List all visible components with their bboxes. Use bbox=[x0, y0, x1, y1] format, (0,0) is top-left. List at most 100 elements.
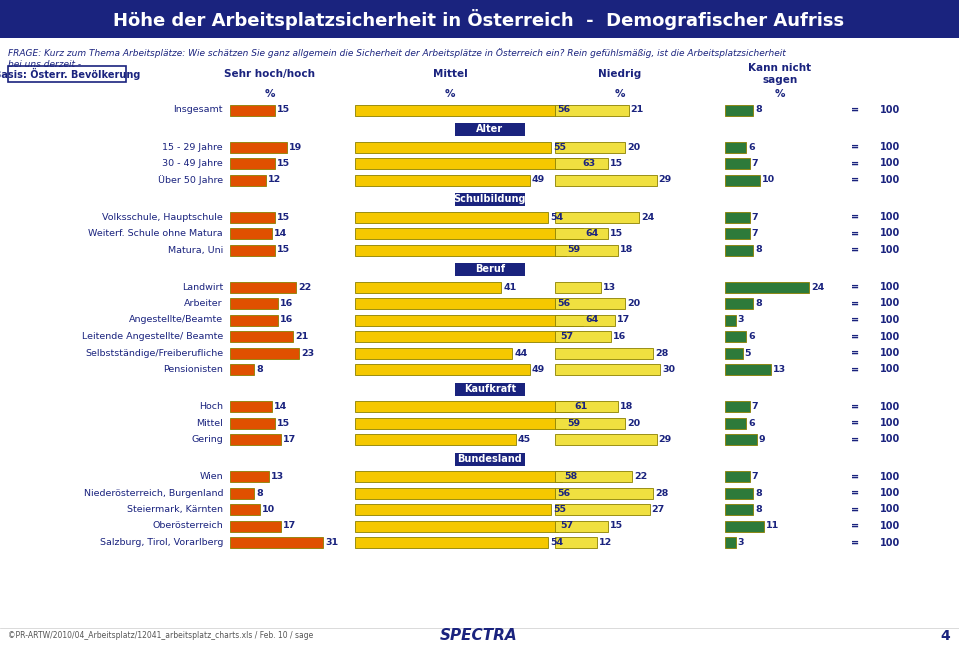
Text: 16: 16 bbox=[280, 299, 293, 308]
Text: 30: 30 bbox=[662, 365, 675, 374]
Bar bbox=[230, 417, 275, 428]
Text: 64: 64 bbox=[586, 315, 598, 324]
Text: =: = bbox=[851, 435, 859, 444]
Bar bbox=[355, 537, 548, 548]
Text: =: = bbox=[851, 142, 859, 152]
Text: =: = bbox=[851, 402, 859, 412]
Text: =: = bbox=[851, 488, 859, 498]
Text: 100: 100 bbox=[880, 472, 901, 481]
Text: 10: 10 bbox=[762, 176, 775, 185]
Bar bbox=[230, 282, 296, 293]
Text: 17: 17 bbox=[283, 521, 296, 530]
Bar bbox=[725, 504, 753, 515]
Bar bbox=[555, 364, 660, 375]
Text: Kann nicht
sagen: Kann nicht sagen bbox=[748, 63, 811, 85]
Bar bbox=[355, 471, 562, 482]
Text: Leitende Angestellte/ Beamte: Leitende Angestellte/ Beamte bbox=[82, 332, 223, 341]
Text: 30 - 49 Jahre: 30 - 49 Jahre bbox=[162, 159, 223, 168]
Bar bbox=[725, 174, 760, 185]
Text: 11: 11 bbox=[765, 521, 779, 530]
Text: =: = bbox=[851, 331, 859, 342]
Text: 54: 54 bbox=[550, 213, 563, 222]
Bar bbox=[355, 174, 530, 185]
Text: =: = bbox=[851, 472, 859, 481]
Text: 20: 20 bbox=[627, 419, 640, 428]
Bar bbox=[555, 434, 657, 445]
Text: 100: 100 bbox=[880, 418, 901, 428]
Bar bbox=[355, 141, 551, 152]
Bar bbox=[455, 382, 525, 395]
Text: 16: 16 bbox=[280, 315, 293, 324]
Text: 100: 100 bbox=[880, 142, 901, 152]
Text: 27: 27 bbox=[651, 505, 665, 514]
Text: 55: 55 bbox=[553, 505, 567, 514]
Bar bbox=[355, 331, 558, 342]
Text: 63: 63 bbox=[582, 159, 595, 168]
Text: 59: 59 bbox=[568, 419, 581, 428]
Bar bbox=[455, 452, 525, 466]
Bar bbox=[725, 364, 770, 375]
Text: 8: 8 bbox=[256, 365, 263, 374]
Bar bbox=[725, 488, 753, 499]
Bar bbox=[725, 471, 750, 482]
Text: 57: 57 bbox=[560, 521, 573, 530]
Text: 13: 13 bbox=[271, 472, 284, 481]
Bar bbox=[725, 401, 750, 412]
Text: Schulbildung: Schulbildung bbox=[454, 194, 526, 205]
Bar bbox=[725, 228, 750, 239]
Text: 12: 12 bbox=[599, 538, 612, 547]
Text: 22: 22 bbox=[634, 472, 647, 481]
Text: =: = bbox=[851, 537, 859, 548]
Bar bbox=[230, 488, 254, 499]
Text: 6: 6 bbox=[748, 332, 755, 341]
Bar bbox=[355, 521, 558, 532]
Text: Mittel: Mittel bbox=[197, 419, 223, 428]
Text: 8: 8 bbox=[755, 245, 761, 255]
Bar bbox=[555, 401, 618, 412]
Bar bbox=[355, 244, 566, 256]
Bar bbox=[725, 282, 809, 293]
Text: 8: 8 bbox=[755, 299, 761, 308]
Bar bbox=[355, 211, 548, 222]
Text: 15: 15 bbox=[277, 245, 291, 255]
Text: %: % bbox=[445, 89, 456, 99]
Text: 20: 20 bbox=[627, 143, 640, 152]
Text: Insgesamt: Insgesamt bbox=[174, 105, 223, 114]
Text: 20: 20 bbox=[627, 299, 640, 308]
Text: 6: 6 bbox=[748, 419, 755, 428]
Text: =: = bbox=[851, 229, 859, 238]
Bar bbox=[230, 537, 323, 548]
Text: 100: 100 bbox=[880, 537, 901, 548]
Text: 19: 19 bbox=[289, 143, 302, 152]
Text: Kaufkraft: Kaufkraft bbox=[464, 384, 516, 394]
Text: 44: 44 bbox=[514, 348, 527, 357]
Text: 55: 55 bbox=[553, 143, 567, 152]
Text: bei uns derzeit -: bei uns derzeit - bbox=[8, 60, 82, 69]
Text: 28: 28 bbox=[655, 488, 668, 497]
Bar bbox=[230, 331, 293, 342]
Text: 7: 7 bbox=[752, 402, 759, 411]
Text: 49: 49 bbox=[532, 176, 545, 185]
Bar bbox=[230, 521, 281, 532]
Bar bbox=[555, 504, 649, 515]
Bar bbox=[230, 315, 278, 326]
Text: Matura, Uni: Matura, Uni bbox=[168, 245, 223, 255]
Text: 3: 3 bbox=[737, 538, 744, 547]
Text: 13: 13 bbox=[602, 282, 616, 291]
Text: Wien: Wien bbox=[199, 472, 223, 481]
Text: Landwirt: Landwirt bbox=[182, 282, 223, 291]
Text: 13: 13 bbox=[773, 365, 785, 374]
Text: 12: 12 bbox=[268, 176, 281, 185]
Bar bbox=[455, 193, 525, 206]
Bar bbox=[355, 105, 555, 116]
Text: 7: 7 bbox=[752, 472, 759, 481]
Bar bbox=[725, 417, 746, 428]
Bar bbox=[230, 174, 266, 185]
Text: 56: 56 bbox=[557, 105, 570, 114]
Bar bbox=[725, 105, 753, 116]
Text: 100: 100 bbox=[880, 175, 901, 185]
Text: 17: 17 bbox=[617, 315, 630, 324]
Text: SPECTRA: SPECTRA bbox=[440, 629, 518, 643]
Bar bbox=[555, 521, 607, 532]
Text: 56: 56 bbox=[557, 299, 570, 308]
